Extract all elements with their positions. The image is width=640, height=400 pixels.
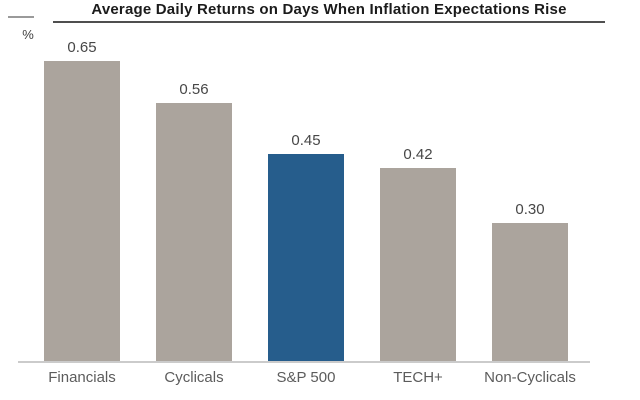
bar-value-label-financials: 0.65: [67, 39, 97, 56]
plot-area: 0.65 0.56 0.45 0.42 0.30: [26, 0, 586, 362]
chart-title: Average Daily Returns on Days When Infla…: [91, 1, 567, 18]
bar-value-label-s-p-500: 0.45: [291, 132, 321, 149]
category-label-financials: Financials: [48, 369, 116, 386]
bar-group-financials: 0.65: [26, 0, 138, 362]
bar-s-p-500: [268, 154, 344, 362]
chart-title-underline: Average Daily Returns on Days When Infla…: [53, 1, 605, 23]
bar-cyclicals: [156, 103, 232, 362]
bar-group-tech: 0.42: [362, 0, 474, 362]
bar-group-non-cyclicals: 0.30: [474, 0, 586, 362]
bar-non-cyclicals: [492, 223, 568, 362]
bar-value-label-cyclicals: 0.56: [179, 81, 209, 98]
bar-tech: [380, 168, 456, 362]
category-label-cyclicals: Cyclicals: [164, 369, 224, 386]
bar-group-s-p-500: 0.45: [250, 0, 362, 362]
top-left-dash: [8, 16, 34, 18]
bar-group-cyclicals: 0.56: [138, 0, 250, 362]
x-axis-line: [18, 361, 590, 363]
y-axis-unit-label: %: [22, 27, 34, 42]
bar-financials: [44, 61, 120, 362]
category-label-s-p-500: S&P 500: [276, 369, 336, 386]
category-label-non-cyclicals: Non-Cyclicals: [484, 369, 576, 386]
bar-value-label-non-cyclicals: 0.30: [515, 201, 545, 218]
bar-value-label-tech: 0.42: [403, 146, 433, 163]
category-label-tech: TECH+: [393, 369, 443, 386]
